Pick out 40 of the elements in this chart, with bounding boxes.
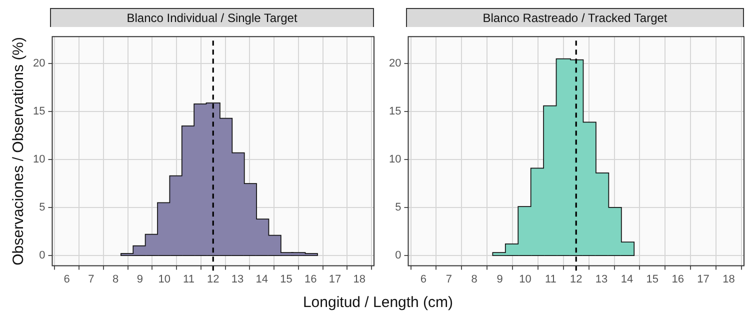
y-tick-label: 0 bbox=[39, 249, 46, 262]
y-tick-label: 10 bbox=[32, 153, 46, 166]
y-tick-label: 15 bbox=[388, 105, 402, 118]
chart-title: Blanco Individual / Single Target bbox=[50, 8, 374, 27]
x-tick-label: 9 bbox=[496, 273, 503, 286]
x-tick-label: 11 bbox=[544, 273, 556, 286]
x-tick-label: 6 bbox=[420, 273, 427, 286]
chart-title: Blanco Rastreado / Tracked Target bbox=[406, 8, 744, 27]
x-tick-label: 14 bbox=[620, 273, 634, 286]
x-tick-label: 9 bbox=[136, 273, 144, 286]
x-tick-label: 6 bbox=[64, 273, 70, 286]
y-tick-label: 10 bbox=[388, 153, 402, 166]
y-tick-label: 15 bbox=[32, 105, 46, 118]
y-tick-label: 20 bbox=[32, 57, 46, 70]
x-tick-label: 13 bbox=[595, 273, 608, 286]
y-tick-label: 0 bbox=[395, 249, 402, 262]
x-tick-label: 8 bbox=[112, 273, 119, 286]
x-tick-label: 11 bbox=[183, 273, 194, 286]
x-tick-label: 14 bbox=[256, 273, 268, 286]
x-tick-label: 8 bbox=[471, 273, 478, 286]
x-tick-label: 13 bbox=[231, 273, 244, 286]
x-tick-label: 12 bbox=[570, 273, 582, 286]
y-axis-title: Observaciones / Observations (%) bbox=[10, 36, 28, 266]
x-tick-label: 7 bbox=[88, 273, 94, 286]
x-tick-label: 17 bbox=[697, 273, 710, 286]
y-tick-label: 5 bbox=[395, 201, 402, 214]
x-tick-label: 10 bbox=[158, 273, 170, 286]
x-tick-label: 16 bbox=[672, 273, 684, 286]
x-tick-label: 10 bbox=[519, 273, 532, 286]
x-axis-title: Longitud / Length (cm) bbox=[302, 294, 454, 311]
x-tick-label: 7 bbox=[446, 273, 452, 286]
x-tick-label: 16 bbox=[304, 273, 317, 286]
x-tick-label: 15 bbox=[280, 273, 292, 286]
x-tick-label: 15 bbox=[646, 273, 659, 286]
x-tick-label: 12 bbox=[206, 273, 220, 286]
y-tick-label: 20 bbox=[388, 57, 402, 70]
x-tick-label: 18 bbox=[353, 273, 366, 286]
x-tick-label: 18 bbox=[722, 273, 735, 286]
y-tick-label: 5 bbox=[39, 201, 46, 214]
x-tick-label: 17 bbox=[328, 273, 342, 286]
